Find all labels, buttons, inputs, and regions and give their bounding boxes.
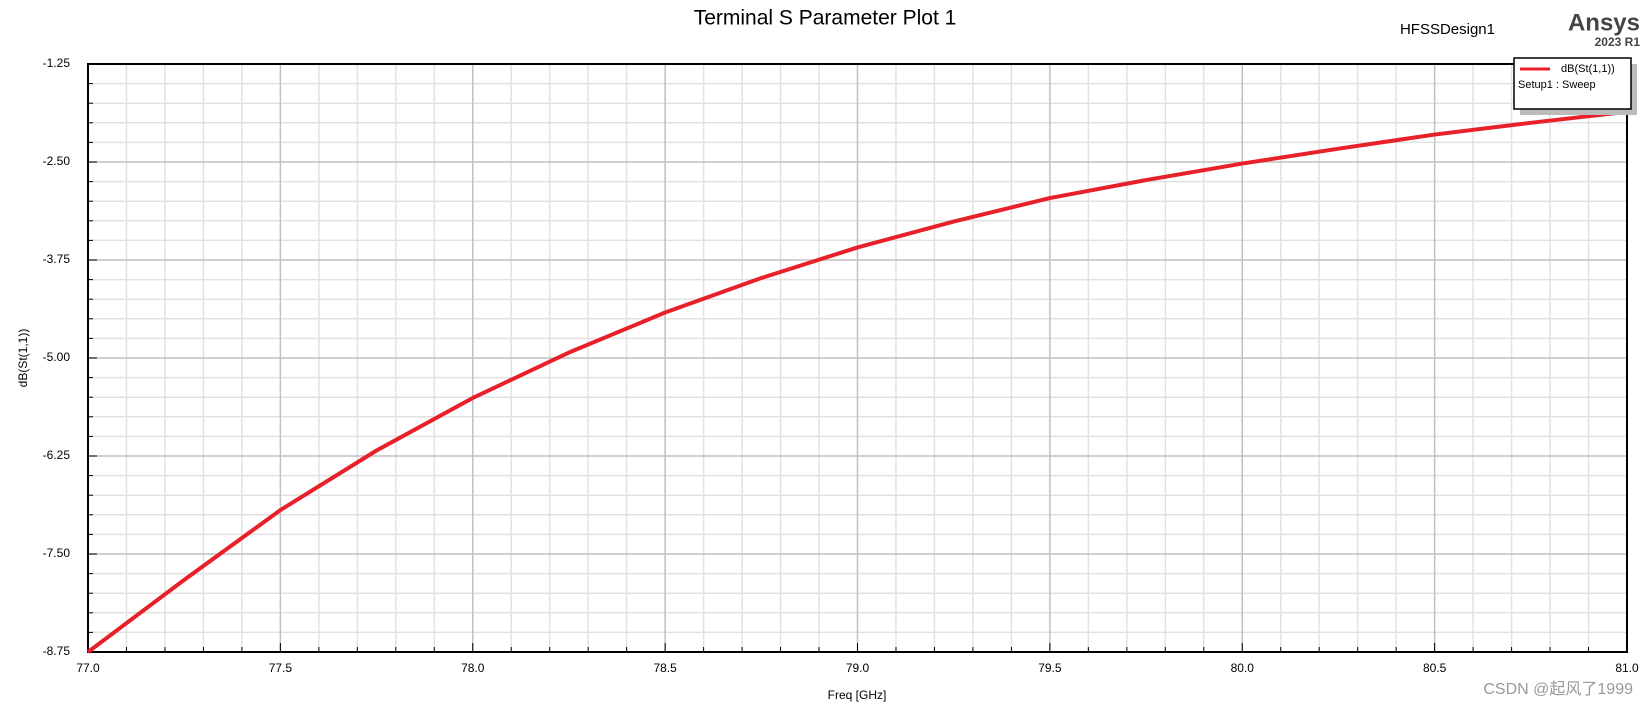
- y-tick-label: -8.75: [43, 644, 71, 658]
- chart-title: Terminal S Parameter Plot 1: [694, 7, 957, 30]
- y-tick-label: -6.25: [43, 448, 71, 462]
- x-tick-label: 78.0: [461, 661, 485, 675]
- data-line: [86, 109, 1628, 654]
- x-tick-label: 79.5: [1038, 661, 1062, 675]
- x-tick-label: 80.5: [1423, 661, 1447, 675]
- legend: [1513, 57, 1632, 110]
- x-tick-label: 77.5: [269, 661, 293, 675]
- x-tick-label: 81.0: [1615, 661, 1639, 675]
- legend-setup: Setup1 : Sweep: [1518, 79, 1596, 91]
- y-axis-label: dB(St(1,1)): [16, 329, 30, 388]
- watermark: CSDN @起风了1999: [1483, 680, 1633, 698]
- version: 2023 R1: [1595, 35, 1641, 49]
- y-tick-label: -2.50: [43, 154, 71, 168]
- y-tick-label: -7.50: [43, 546, 71, 560]
- y-tick-label: -1.25: [43, 56, 71, 70]
- brand: Ansys: [1568, 9, 1640, 36]
- y-tick-label: -3.75: [43, 252, 71, 266]
- x-tick-label: 80.0: [1231, 661, 1255, 675]
- x-tick-label: 77.0: [76, 661, 100, 675]
- plot-border: [87, 63, 1628, 653]
- x-tick-label: 79.0: [846, 661, 870, 675]
- y-tick-label: -5.00: [43, 350, 71, 364]
- x-axis-label: Freq [GHz]: [828, 688, 887, 702]
- legend-label: dB(St(1,1)): [1561, 63, 1615, 75]
- x-tick-label: 78.5: [653, 661, 677, 675]
- design-name: HFSSDesign1: [1400, 21, 1495, 38]
